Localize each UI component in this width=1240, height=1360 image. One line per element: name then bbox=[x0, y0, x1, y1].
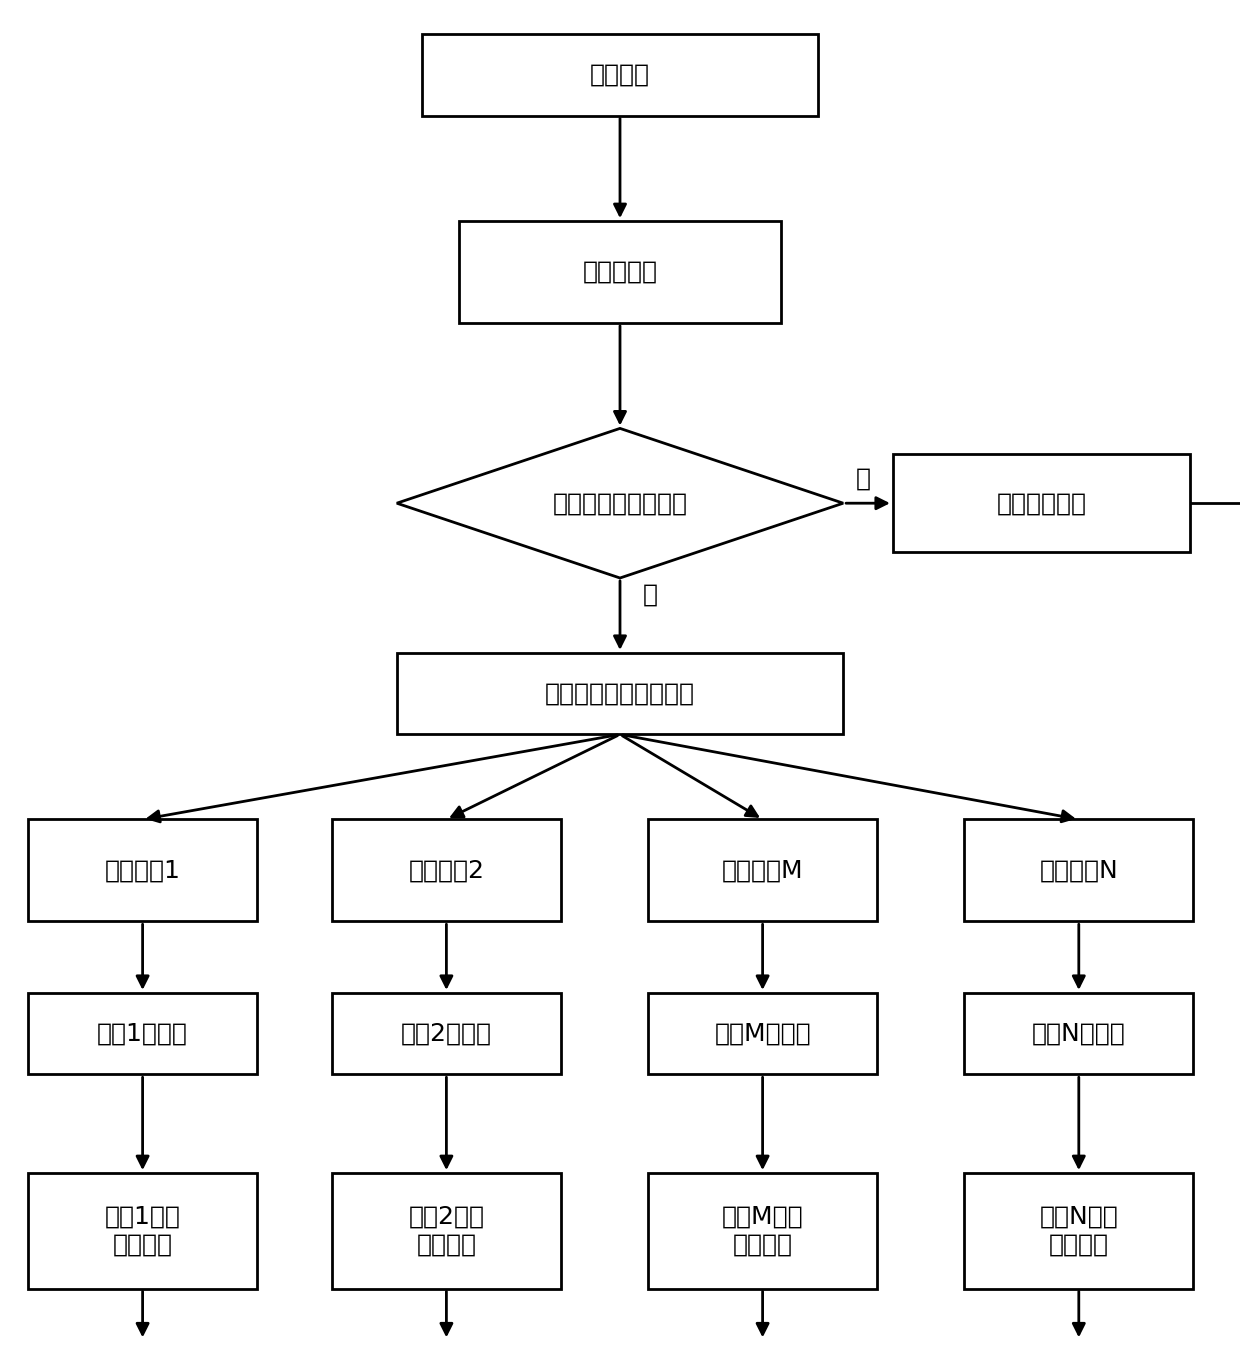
Polygon shape bbox=[397, 428, 843, 578]
Text: 否: 否 bbox=[856, 466, 870, 491]
Bar bbox=[331, 1172, 560, 1289]
Bar bbox=[331, 819, 560, 922]
Text: 用户N的输
出组端口: 用户N的输 出组端口 bbox=[1039, 1205, 1118, 1257]
Bar bbox=[647, 1172, 878, 1289]
Bar bbox=[459, 220, 781, 324]
Text: 用户1的规则: 用户1的规则 bbox=[97, 1021, 188, 1046]
Text: 将流量复制到用户端口: 将流量复制到用户端口 bbox=[546, 681, 694, 706]
Bar bbox=[331, 993, 560, 1074]
Text: 用户端口2: 用户端口2 bbox=[408, 858, 485, 883]
Text: 用户2的输
出组端口: 用户2的输 出组端口 bbox=[408, 1205, 485, 1257]
Bar bbox=[893, 454, 1190, 552]
Bar bbox=[397, 653, 843, 734]
Text: 流量输出端口: 流量输出端口 bbox=[997, 491, 1086, 515]
Text: 输入组端口: 输入组端口 bbox=[583, 260, 657, 284]
Text: 是否需要多用户处理: 是否需要多用户处理 bbox=[553, 491, 687, 515]
Bar bbox=[647, 993, 878, 1074]
Bar bbox=[965, 1172, 1193, 1289]
Bar bbox=[965, 819, 1193, 922]
Bar bbox=[422, 34, 818, 116]
Text: 用户M的输
出组端口: 用户M的输 出组端口 bbox=[722, 1205, 804, 1257]
Text: 用户2的规则: 用户2的规则 bbox=[401, 1021, 492, 1046]
Text: 接入流量: 接入流量 bbox=[590, 63, 650, 87]
Text: 用户N的规则: 用户N的规则 bbox=[1032, 1021, 1126, 1046]
Bar bbox=[29, 993, 258, 1074]
Bar bbox=[647, 819, 878, 922]
Text: 用户端口1: 用户端口1 bbox=[104, 858, 181, 883]
Bar bbox=[29, 1172, 258, 1289]
Text: 用户端口N: 用户端口N bbox=[1039, 858, 1118, 883]
Text: 是: 是 bbox=[642, 583, 657, 607]
Text: 用户M的规则: 用户M的规则 bbox=[714, 1021, 811, 1046]
Bar bbox=[29, 819, 258, 922]
Text: 用户1的输
出组端口: 用户1的输 出组端口 bbox=[104, 1205, 181, 1257]
Text: 用户端口M: 用户端口M bbox=[722, 858, 804, 883]
Bar bbox=[965, 993, 1193, 1074]
